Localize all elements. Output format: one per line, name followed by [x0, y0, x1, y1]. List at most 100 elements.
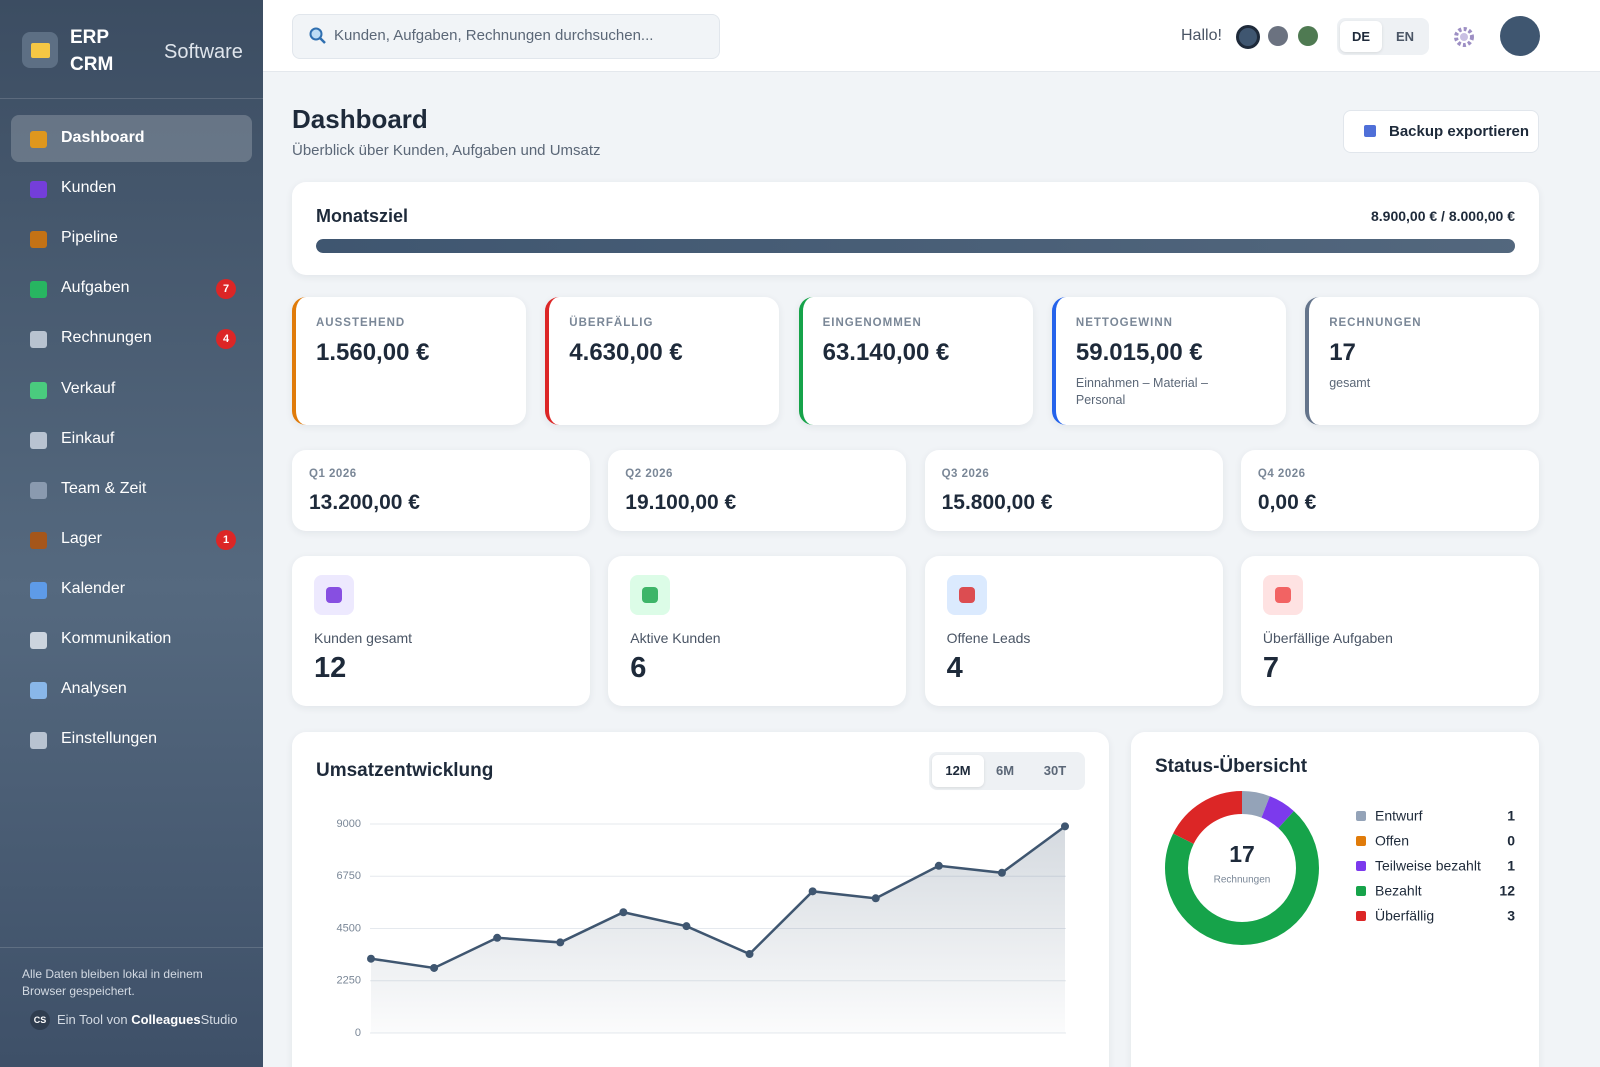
nav-item[interactable]: Analysen: [61, 680, 127, 698]
counter-icon-glyph: [958, 587, 975, 603]
avatar[interactable]: [1500, 16, 1540, 56]
search[interactable]: [292, 14, 720, 59]
brand-icon-inner: [31, 43, 50, 58]
nav-item[interactable]: Verkauf: [61, 379, 116, 397]
nav-icon: [30, 281, 47, 299]
theme-dot[interactable]: [1236, 25, 1260, 49]
stat-card: RECHNUNGEN 17 gesamt: [1305, 297, 1540, 425]
nav-item[interactable]: Pipeline: [61, 229, 118, 247]
legend-swatch: [1356, 811, 1366, 821]
line-point: [682, 922, 691, 931]
donut-center-value: 17: [1229, 841, 1255, 867]
nav-active-bg: [11, 115, 252, 162]
greeting: Hallo!: [1181, 27, 1222, 44]
divider: [0, 947, 263, 948]
counter-label: Aktive Kunden: [630, 630, 721, 646]
counter-icon: [946, 575, 987, 615]
nav-badge: 1: [216, 529, 236, 550]
brand-line: ERP: [70, 27, 110, 48]
line: [370, 825, 1066, 970]
donut-segment: [1165, 791, 1319, 945]
tagline: Software: [164, 41, 243, 63]
nav-item[interactable]: Team & Zeit: [61, 479, 147, 497]
counter-card: Überfällige Aufgaben 7: [1240, 556, 1539, 706]
stat-value: 59.015,00 €: [1075, 339, 1203, 366]
search-icon: [309, 27, 326, 44]
legend-value: 1: [1507, 808, 1515, 824]
quarter-card: Q3 2026 15.800,00 €: [924, 450, 1223, 531]
nav-item[interactable]: Aufgaben: [61, 279, 130, 297]
quarter-label: Q4 2026: [1257, 468, 1306, 480]
counter-icon-glyph: [642, 587, 659, 603]
nav-icon: [30, 431, 47, 449]
quarter-label: Q3 2026: [941, 468, 990, 480]
range-option[interactable]: 30T: [1043, 763, 1067, 778]
nav-item[interactable]: Einstellungen: [61, 730, 158, 748]
y-tick-label: 6750: [337, 870, 361, 882]
nav-item[interactable]: Einkauf: [61, 429, 115, 447]
nav-item[interactable]: Kalender: [61, 579, 126, 597]
stat-card: NETTOGEWINN 59.015,00 € Einnahmen – Materi…: [1051, 297, 1286, 425]
range-option[interactable]: 6M: [995, 763, 1015, 778]
legend-label: Überfällig: [1375, 907, 1434, 924]
stat-value: 63.140,00 €: [822, 339, 950, 366]
credit: Ein Tool von ColleaguesStudio: [57, 1012, 237, 1027]
legend-swatch: [1356, 886, 1366, 896]
counter-value: 6: [630, 652, 647, 684]
stat-card: AUSSTEHEND 1.560,00 €: [292, 297, 526, 425]
counter-label: Offene Leads: [946, 630, 1031, 646]
footer-note: Alle Daten bleiben lokal in deinem Brows…: [22, 967, 203, 998]
credit-prefix: Ein Tool von: [57, 1012, 128, 1027]
language-toggle: DE EN: [1337, 18, 1429, 55]
goal-track: [316, 239, 1515, 253]
quarter-card: Q1 2026 13.200,00 €: [292, 450, 590, 531]
stat-card: ÜBERFÄLLIG 4.630,00 €: [545, 297, 780, 425]
chart-title: Umsatzentwicklung: [316, 760, 494, 781]
legend-value: 12: [1499, 883, 1515, 899]
nav-item[interactable]: Lager: [61, 529, 102, 547]
theme-dot[interactable]: [1268, 26, 1288, 46]
stat-card: EINGENOMMEN 63.140,00 €: [798, 297, 1033, 425]
line-point: [871, 894, 880, 903]
nav-item[interactable]: Rechnungen: [61, 329, 152, 347]
line-point: [997, 868, 1006, 877]
goal-card: [292, 182, 1539, 275]
legend-value: 3: [1507, 908, 1515, 924]
legend-swatch: [1356, 911, 1366, 921]
range-toggle: 12M 6M 30T: [929, 752, 1085, 790]
language-option[interactable]: EN: [1395, 29, 1415, 44]
line-point: [556, 938, 565, 947]
legend-label: Entwurf: [1375, 808, 1423, 824]
counter-card: Offene Leads 4: [924, 556, 1223, 706]
stat-value: 17: [1329, 339, 1356, 366]
settings-icon[interactable]: [1452, 25, 1476, 49]
nav-item[interactable]: Dashboard: [61, 129, 145, 146]
credit-logo: CS: [30, 1010, 50, 1030]
nav-icon: [30, 732, 47, 750]
nav-icon: [30, 231, 47, 249]
quarter-label: Q2 2026: [625, 468, 673, 480]
nav-item[interactable]: Kommunikation: [61, 630, 172, 647]
range-option[interactable]: 12M: [932, 755, 984, 787]
line-point: [1061, 822, 1069, 831]
counter-icon-glyph: [1274, 587, 1291, 603]
counter-value: 4: [946, 652, 963, 684]
goal-label: 8.900,00 € / 8.000,00 €: [1370, 208, 1515, 224]
stat-label: RECHNUNGEN: [1329, 317, 1422, 329]
counter-card: Kunden gesamt 12: [292, 556, 590, 706]
y-tick-label: 0: [355, 1027, 361, 1039]
language-option[interactable]: DE: [1340, 21, 1382, 52]
legend-label: Bezahlt: [1375, 883, 1422, 899]
counter-value: 12: [314, 652, 347, 684]
quarter-card: Q2 2026 19.100,00 €: [608, 450, 907, 531]
divider: [0, 98, 263, 99]
y-tick-label: 4500: [337, 922, 361, 934]
nav-badge: 7: [216, 279, 236, 300]
quarter-label: Q1 2026: [309, 468, 357, 480]
nav-item[interactable]: Kunden: [61, 179, 117, 197]
theme-dot[interactable]: [1298, 26, 1318, 46]
chart-card: Umsatzentwicklung 12M 6M 30T 0 2250 4500 6750 90…: [292, 732, 1109, 1067]
